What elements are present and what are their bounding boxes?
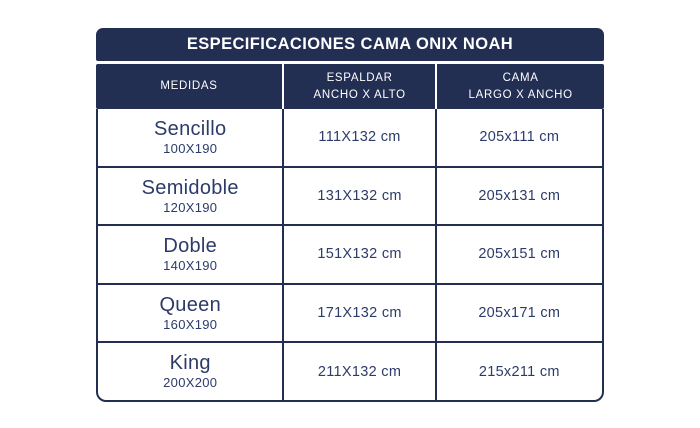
espaldar-value: 151X132 cm	[317, 246, 402, 263]
cama-value: 215x211 cm	[478, 363, 560, 380]
cama-value: 205x171 cm	[478, 305, 561, 322]
bed-type-name: Doble	[163, 235, 218, 258]
bed-type-cell: Sencillo 100X190	[98, 109, 282, 166]
table-row: Queen 160X190 171X132 cm 205x171 cm	[98, 282, 602, 342]
bed-type-name: King	[169, 352, 211, 375]
cama-value: 205x131 cm	[478, 187, 561, 204]
table-row: Semidoble 120X190 131X132 cm 205x131 cm	[98, 165, 602, 225]
bed-type-name: Queen	[159, 293, 221, 316]
bed-type-cell: Doble 140X190	[98, 226, 282, 283]
cama-value: 205x111 cm	[479, 129, 560, 146]
bed-type-cell: Semidoble 120X190	[98, 168, 282, 225]
cama-cell: 205x111 cm	[434, 109, 602, 166]
table-row: Doble 140X190 151X132 cm 205x151 cm	[98, 224, 602, 283]
espaldar-value: 111X132 cm	[318, 129, 401, 146]
bed-type-cell: King 200X200	[98, 343, 282, 400]
espaldar-value: 211X132 cm	[317, 363, 402, 380]
table-header-row: MEDIDAS ESPALDAR ANCHO X ALTO CAMA LARGO…	[96, 64, 604, 109]
header-cama-line2: LARGO X ANCHO	[468, 88, 573, 101]
bed-type-size: 200X200	[163, 375, 218, 391]
espaldar-cell: 151X132 cm	[282, 226, 434, 283]
header-espaldar-line2: ANCHO X ALTO	[313, 88, 406, 101]
bed-type-size: 140X190	[163, 258, 218, 274]
espaldar-cell: 211X132 cm	[282, 343, 434, 400]
cama-cell: 205x131 cm	[434, 167, 602, 225]
espaldar-cell: 131X132 cm	[282, 167, 434, 225]
header-cell-cama: CAMA LARGO X ANCHO	[435, 64, 604, 109]
bed-type-size: 160X190	[163, 316, 218, 332]
table-title-bar: ESPECIFICACIONES CAMA ONIX NOAH	[96, 28, 604, 61]
cama-cell: 215x211 cm	[434, 343, 602, 400]
bed-type-name: Sencillo	[154, 118, 227, 140]
header-espaldar-line1: ESPALDAR	[326, 72, 393, 85]
espaldar-cell: 111X132 cm	[282, 109, 434, 166]
header-cell-medidas: MEDIDAS	[96, 64, 282, 109]
header-cell-espaldar: ESPALDAR ANCHO X ALTO	[281, 64, 435, 109]
cama-cell: 205x171 cm	[434, 284, 602, 342]
cama-cell: 205x151 cm	[434, 226, 602, 283]
cama-value: 205x151 cm	[478, 246, 561, 263]
specifications-table: ESPECIFICACIONES CAMA ONIX NOAH MEDIDAS …	[96, 28, 604, 402]
bed-type-size: 120X190	[163, 199, 218, 215]
header-cama-line1: CAMA	[502, 72, 539, 85]
espaldar-value: 171X132 cm	[317, 305, 402, 322]
table-body: Sencillo 100X190 111X132 cm 205x111 cm Semid…	[96, 109, 604, 402]
bed-type-cell: Queen 160X190	[98, 285, 282, 342]
table-title: ESPECIFICACIONES CAMA ONIX NOAH	[186, 35, 514, 53]
espaldar-value: 131X132 cm	[317, 187, 402, 204]
espaldar-cell: 171X132 cm	[282, 284, 434, 342]
bed-type-size: 100X190	[163, 141, 218, 156]
table-row: King 200X200 211X132 cm 215x211 cm	[98, 341, 602, 400]
bed-type-name: Semidoble	[141, 176, 239, 199]
header-medidas-line1: MEDIDAS	[160, 80, 218, 93]
table-row: Sencillo 100X190 111X132 cm 205x111 cm	[98, 109, 602, 166]
